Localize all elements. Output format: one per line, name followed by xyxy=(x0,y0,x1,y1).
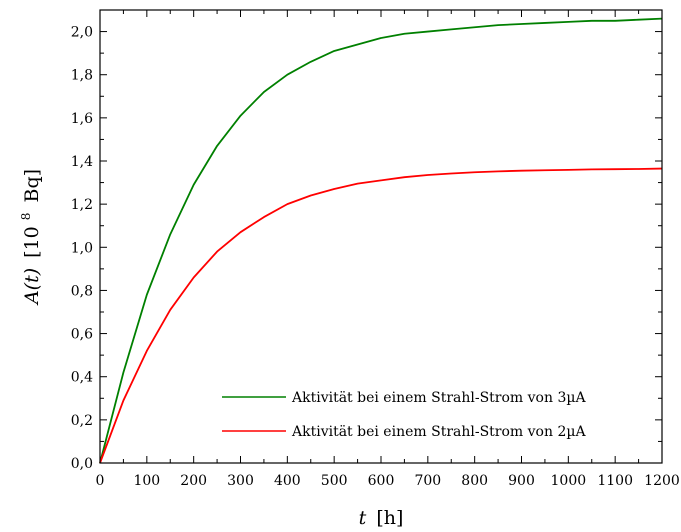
x-tick-label: 200 xyxy=(180,473,207,489)
legend: Aktivität bei einem Strahl-Strom von 3µA… xyxy=(222,390,586,440)
y-axis-ticks: 0,0 0,2 0,4 0,6 0,8 1,0 1,2 1,4 1,6 1,8 2,0 xyxy=(71,25,662,472)
x-tick-label: 0 xyxy=(96,473,105,489)
x-tick-label: 300 xyxy=(227,473,254,489)
series-line-3ua xyxy=(99,17,663,464)
x-tick-label: 1000 xyxy=(551,473,587,489)
y-axis-variable: A(t) xyxy=(21,268,43,306)
x-axis-ticks: 0 100 200 300 400 500 600 700 800 900 1000 1100 1200 xyxy=(96,10,680,489)
x-axis-label: t [h] xyxy=(359,507,404,529)
y-tick-label: 1,0 xyxy=(71,240,93,256)
y-tick-label: 0,6 xyxy=(71,327,93,343)
x-tick-label: 800 xyxy=(461,473,488,489)
y-tick-label: 1,2 xyxy=(71,197,93,213)
x-tick-label: 500 xyxy=(321,473,348,489)
y-tick-label: 1,6 xyxy=(71,111,93,127)
y-tick-label: 0,0 xyxy=(71,456,93,472)
y-tick-label: 0,2 xyxy=(71,413,93,429)
y-tick-label: 2,0 xyxy=(71,25,93,41)
y-axis-unit-suffix: Bq] xyxy=(21,169,43,203)
plot-frame xyxy=(99,9,663,464)
x-tick-label: 600 xyxy=(368,473,395,489)
x-tick-label: 1100 xyxy=(597,473,633,489)
legend-label-2ua: Aktivität bei einem Strahl-Strom von 2µA xyxy=(291,424,586,440)
y-axis-label: A(t) [10 8 Bq] xyxy=(13,169,43,306)
x-axis-unit: [h] xyxy=(376,507,403,529)
y-tick-label: 0,4 xyxy=(71,370,93,386)
x-tick-label: 400 xyxy=(274,473,301,489)
y-axis-unit-prefix: [10 xyxy=(21,226,43,258)
y-axis-unit-exponent: 8 xyxy=(19,213,33,221)
legend-label-3ua: Aktivität bei einem Strahl-Strom von 3µA xyxy=(291,390,586,406)
series-layer xyxy=(99,17,663,464)
x-tick-label: 1200 xyxy=(644,473,680,489)
series-line-2ua xyxy=(99,167,663,464)
x-tick-label: 900 xyxy=(508,473,535,489)
x-tick-label: 100 xyxy=(133,473,160,489)
x-tick-label: 700 xyxy=(414,473,441,489)
y-tick-label: 1,4 xyxy=(71,154,93,170)
y-tick-label: 1,8 xyxy=(71,68,93,84)
x-axis-variable: t xyxy=(359,507,367,529)
y-tick-label: 0,8 xyxy=(71,283,93,299)
